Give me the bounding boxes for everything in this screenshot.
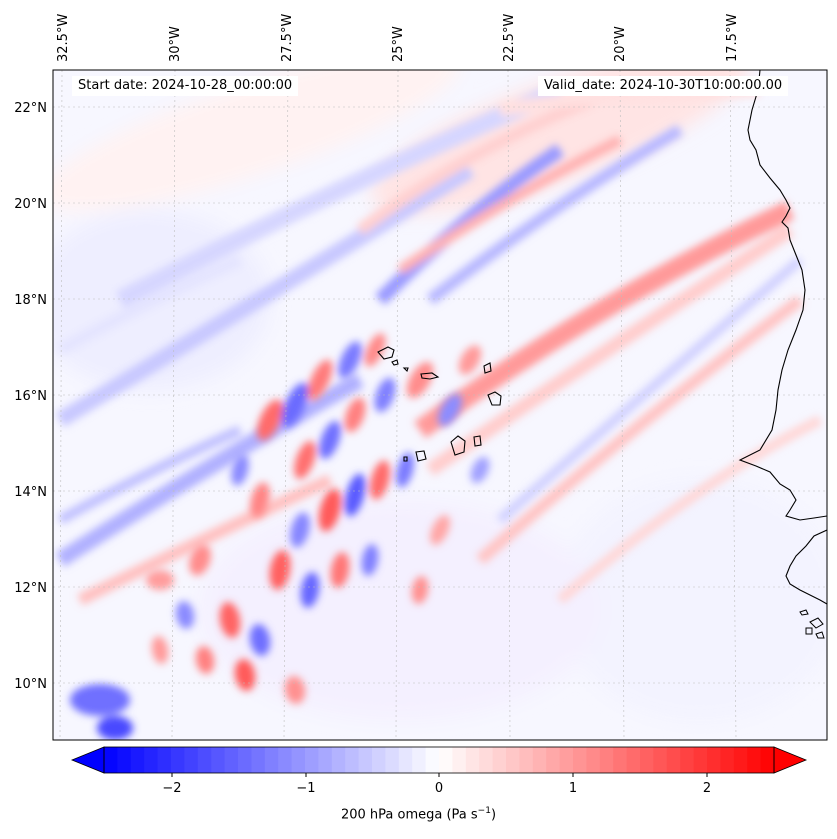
colorbar-segment bbox=[760, 747, 775, 773]
colorbar-tick-label: −2 bbox=[162, 781, 181, 796]
colorbar-segment bbox=[733, 747, 748, 773]
colorbar-tick-label: 2 bbox=[703, 781, 711, 796]
valid-date-label: Valid_date: 2024-10-30T10:00:00.00 bbox=[538, 76, 789, 96]
colorbar-segment bbox=[573, 747, 587, 773]
colorbar-segment bbox=[211, 747, 225, 773]
colorbar-segment bbox=[305, 747, 319, 773]
lat-tick-label: 14°N bbox=[14, 485, 47, 500]
lon-tick-labels: 32.5°W 30°W 27.5°W 25°W 22.5°W 20°W 17.5… bbox=[56, 14, 740, 62]
colorbar-segment bbox=[291, 747, 306, 773]
lat-tick-label: 12°N bbox=[14, 581, 47, 596]
colorbar-segment bbox=[506, 747, 520, 773]
lon-tick-label: 27.5°W bbox=[280, 14, 295, 62]
colorbar-segment bbox=[398, 747, 413, 773]
colorbar-segment bbox=[452, 747, 467, 773]
cape-verde-islands bbox=[377, 346, 502, 462]
colorbar-segment bbox=[224, 747, 239, 773]
colorbar-tick-label: 1 bbox=[569, 781, 577, 796]
colorbar-segment bbox=[680, 747, 694, 773]
colorbar-segment bbox=[157, 747, 172, 773]
colorbar-segment bbox=[358, 747, 373, 773]
colorbar-segment bbox=[385, 747, 400, 773]
colorbar-tick-label: 0 bbox=[435, 781, 443, 796]
colorbar-segment bbox=[492, 747, 507, 773]
lat-tick-labels: 22°N 20°N 18°N 16°N 14°N 12°N 10°N bbox=[14, 101, 47, 692]
lon-tick-label: 22.5°W bbox=[502, 14, 517, 62]
colorbar-segment bbox=[372, 747, 386, 773]
colorbar-title-end: ) bbox=[490, 807, 497, 823]
colorbar-title-text: 200 hPa omega (Pa s bbox=[340, 807, 478, 823]
colorbar-segment bbox=[171, 747, 185, 773]
colorbar-arrow-high bbox=[773, 746, 808, 774]
colorbar-segment bbox=[184, 747, 199, 773]
africa-coastline-south bbox=[785, 529, 827, 605]
map-plot-area bbox=[53, 70, 827, 740]
colorbar-segment bbox=[532, 747, 547, 773]
colorbar: −2 −1 0 1 2 bbox=[70, 746, 808, 796]
colorbar-segment bbox=[465, 747, 480, 773]
colorbar-segment bbox=[104, 747, 118, 773]
colorbar-segment bbox=[130, 747, 145, 773]
colorbar-segment bbox=[707, 747, 721, 773]
colorbar-segment bbox=[747, 747, 761, 773]
colorbar-segment bbox=[599, 747, 614, 773]
lon-tick-label: 30°W bbox=[168, 26, 183, 62]
colorbar-title: 200 hPa omega (Pa s−1) bbox=[0, 806, 837, 822]
colorbar-segment bbox=[264, 747, 279, 773]
colorbar-segment bbox=[251, 747, 266, 773]
lon-tick-label: 32.5°W bbox=[56, 14, 71, 62]
colorbar-segment bbox=[720, 747, 735, 773]
colorbar-segment bbox=[479, 747, 493, 773]
lat-tick-label: 18°N bbox=[14, 293, 47, 308]
lon-tick-label: 20°W bbox=[613, 26, 628, 62]
lat-tick-label: 16°N bbox=[14, 389, 47, 404]
colorbar-segment bbox=[439, 747, 453, 773]
colorbar-segment bbox=[144, 747, 158, 773]
colorbar-segments bbox=[104, 747, 775, 773]
lon-tick-label: 25°W bbox=[391, 26, 406, 62]
omega-field-bands bbox=[55, 81, 823, 606]
africa-coastline bbox=[738, 70, 827, 521]
lat-tick-label: 10°N bbox=[14, 677, 47, 692]
colorbar-segment bbox=[559, 747, 574, 773]
colorbar-title-exponent: −1 bbox=[477, 806, 491, 816]
colorbar-segment bbox=[278, 747, 292, 773]
start-date-label: Start date: 2024-10-28_00:00:00 bbox=[72, 76, 299, 96]
lon-tick-label: 17.5°W bbox=[725, 14, 740, 62]
lat-tick-label: 20°N bbox=[14, 197, 47, 212]
colorbar-segment bbox=[519, 747, 534, 773]
colorbar-segment bbox=[546, 747, 560, 773]
colorbar-segment bbox=[626, 747, 641, 773]
colorbar-segment bbox=[117, 747, 132, 773]
colorbar-segment bbox=[613, 747, 627, 773]
colorbar-segment bbox=[666, 747, 681, 773]
colorbar-segment bbox=[318, 747, 333, 773]
graticule bbox=[53, 70, 827, 740]
colorbar-segment bbox=[345, 747, 359, 773]
colorbar-segment bbox=[331, 747, 346, 773]
colorbar-segment bbox=[197, 747, 212, 773]
lat-tick-label: 22°N bbox=[14, 101, 47, 116]
colorbar-segment bbox=[425, 747, 440, 773]
colorbar-ticks: −2 −1 0 1 2 bbox=[162, 773, 711, 796]
colorbar-segment bbox=[653, 747, 668, 773]
colorbar-segment bbox=[586, 747, 601, 773]
colorbar-segment bbox=[640, 747, 654, 773]
colorbar-segment bbox=[412, 747, 426, 773]
colorbar-segment bbox=[238, 747, 252, 773]
bijagos-islands bbox=[799, 609, 825, 639]
colorbar-segment bbox=[693, 747, 708, 773]
colorbar-arrow-low bbox=[70, 746, 105, 774]
map-frame bbox=[52, 69, 828, 741]
colorbar-tick-label: −1 bbox=[296, 781, 315, 796]
